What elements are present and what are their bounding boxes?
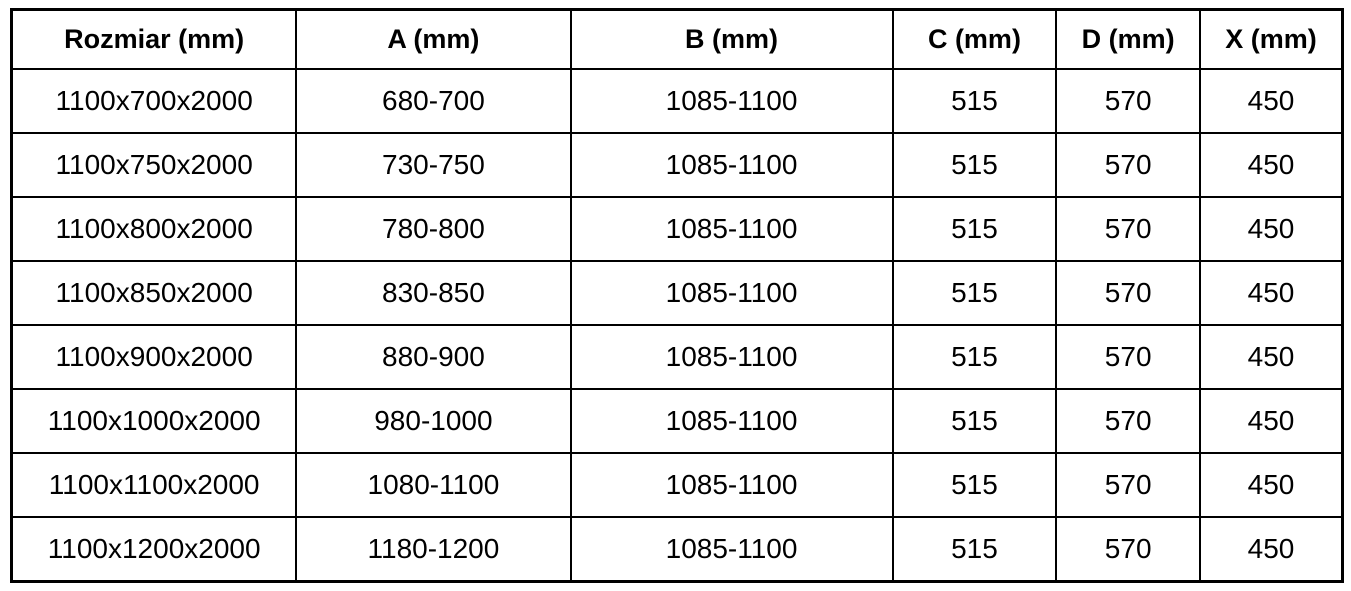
table-cell: 515 bbox=[891, 132, 1058, 198]
table-cell: 1085-1100 bbox=[569, 196, 894, 262]
column-header: X (mm) bbox=[1199, 8, 1344, 70]
table-cell: 515 bbox=[891, 260, 1058, 326]
table-cell: 1100x800x2000 bbox=[10, 196, 298, 262]
table-header-row: Rozmiar (mm) A (mm) B (mm) C (mm) D (mm) X (m… bbox=[10, 8, 1344, 70]
table-cell: 450 bbox=[1199, 132, 1344, 198]
table-cell: 515 bbox=[891, 68, 1058, 134]
table-cell: 570 bbox=[1055, 260, 1202, 326]
column-header: A (mm) bbox=[295, 8, 572, 70]
table-cell: 1100x900x2000 bbox=[10, 324, 298, 390]
table-cell: 1100x700x2000 bbox=[10, 68, 298, 134]
column-header: B (mm) bbox=[569, 8, 894, 70]
table-cell: 515 bbox=[891, 516, 1058, 583]
table-row: 1100x850x2000 830-850 1085-1100 515 570 450 bbox=[10, 260, 1344, 326]
table-row: 1100x1100x2000 1080-1100 1085-1100 515 570 45… bbox=[10, 452, 1344, 518]
table-cell: 450 bbox=[1199, 196, 1344, 262]
table-row: 1100x750x2000 730-750 1085-1100 515 570 450 bbox=[10, 132, 1344, 198]
table-cell: 450 bbox=[1199, 388, 1344, 454]
table-cell: 570 bbox=[1055, 388, 1202, 454]
table-cell: 1085-1100 bbox=[569, 516, 894, 583]
column-header: C (mm) bbox=[891, 8, 1058, 70]
table-cell: 1100x750x2000 bbox=[10, 132, 298, 198]
table-cell: 515 bbox=[891, 452, 1058, 518]
table-cell: 880-900 bbox=[295, 324, 572, 390]
table-cell: 1085-1100 bbox=[569, 388, 894, 454]
table-cell: 1100x1000x2000 bbox=[10, 388, 298, 454]
table-cell: 450 bbox=[1199, 324, 1344, 390]
table-cell: 450 bbox=[1199, 68, 1344, 134]
table-cell: 1085-1100 bbox=[569, 132, 894, 198]
table-cell: 515 bbox=[891, 324, 1058, 390]
table-cell: 1085-1100 bbox=[569, 324, 894, 390]
table-row: 1100x700x2000 680-700 1085-1100 515 570 450 bbox=[10, 68, 1344, 134]
table-cell: 515 bbox=[891, 196, 1058, 262]
column-header: Rozmiar (mm) bbox=[10, 8, 298, 70]
table-cell: 1085-1100 bbox=[569, 260, 894, 326]
size-table: Rozmiar (mm) A (mm) B (mm) C (mm) D (mm) X (m… bbox=[10, 8, 1344, 583]
table-row: 1100x1200x2000 1180-1200 1085-1100 515 570 45… bbox=[10, 516, 1344, 583]
table-row: 1100x1000x2000 980-1000 1085-1100 515 570 450 bbox=[10, 388, 1344, 454]
table-cell: 1100x850x2000 bbox=[10, 260, 298, 326]
table-cell: 450 bbox=[1199, 260, 1344, 326]
table-cell: 680-700 bbox=[295, 68, 572, 134]
table-body: 1100x700x2000 680-700 1085-1100 515 570 450 11… bbox=[10, 68, 1344, 583]
table-cell: 570 bbox=[1055, 68, 1202, 134]
table-cell: 570 bbox=[1055, 452, 1202, 518]
table-row: 1100x900x2000 880-900 1085-1100 515 570 450 bbox=[10, 324, 1344, 390]
table-cell: 570 bbox=[1055, 196, 1202, 262]
table-cell: 1100x1200x2000 bbox=[10, 516, 298, 583]
table-cell: 570 bbox=[1055, 516, 1202, 583]
table-cell: 1085-1100 bbox=[569, 68, 894, 134]
table-cell: 450 bbox=[1199, 516, 1344, 583]
table-cell: 980-1000 bbox=[295, 388, 572, 454]
table-cell: 830-850 bbox=[295, 260, 572, 326]
table-cell: 450 bbox=[1199, 452, 1344, 518]
table-cell: 1100x1100x2000 bbox=[10, 452, 298, 518]
table-cell: 1180-1200 bbox=[295, 516, 572, 583]
table-cell: 1080-1100 bbox=[295, 452, 572, 518]
table-cell: 780-800 bbox=[295, 196, 572, 262]
table-row: 1100x800x2000 780-800 1085-1100 515 570 450 bbox=[10, 196, 1344, 262]
column-header: D (mm) bbox=[1055, 8, 1202, 70]
table-cell: 570 bbox=[1055, 132, 1202, 198]
table-cell: 570 bbox=[1055, 324, 1202, 390]
table-cell: 515 bbox=[891, 388, 1058, 454]
table-cell: 1085-1100 bbox=[569, 452, 894, 518]
table-cell: 730-750 bbox=[295, 132, 572, 198]
